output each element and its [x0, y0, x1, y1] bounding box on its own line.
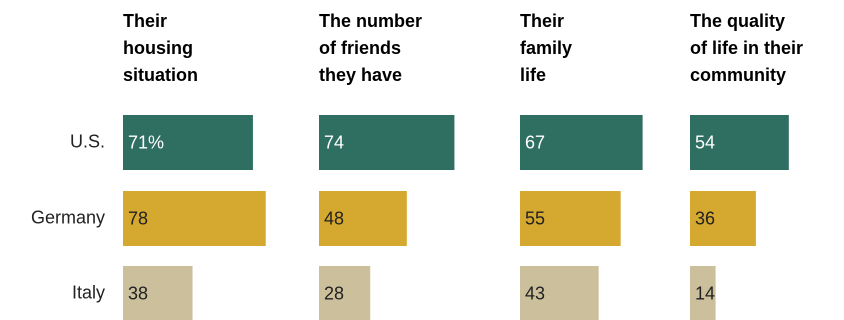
panel-title: they have — [319, 65, 402, 85]
bar — [123, 266, 193, 320]
value-label: 48 — [324, 208, 344, 228]
bar — [690, 115, 789, 170]
value-label: 78 — [128, 208, 148, 228]
bar — [319, 191, 407, 246]
bar — [319, 115, 455, 170]
bar — [123, 115, 253, 170]
panel-title: The number — [319, 11, 422, 31]
category-label: Germany — [31, 207, 105, 227]
panel-title: family — [520, 38, 572, 58]
panel-title: situation — [123, 65, 198, 85]
panel-title: housing — [123, 38, 193, 58]
value-label: 14 — [695, 283, 715, 303]
bar — [319, 266, 371, 320]
category-label: U.S. — [70, 131, 105, 151]
value-label: 67 — [525, 132, 545, 152]
bar — [520, 191, 621, 246]
panel-title: Their — [123, 11, 167, 31]
panel-title: Their — [520, 11, 564, 31]
panel-title: The quality — [690, 11, 785, 31]
value-label: 36 — [695, 208, 715, 228]
value-label: 54 — [695, 132, 715, 152]
bar — [690, 191, 756, 246]
bar — [520, 266, 599, 320]
bar — [123, 191, 266, 246]
panel-title: community — [690, 65, 786, 85]
value-label: 28 — [324, 283, 344, 303]
panel-title: life — [520, 65, 546, 85]
value-label: 43 — [525, 283, 545, 303]
category-label: Italy — [72, 282, 105, 302]
bar — [690, 266, 716, 320]
value-label: 74 — [324, 132, 344, 152]
bar — [520, 115, 643, 170]
panel-title: of friends — [319, 38, 401, 58]
value-label: 55 — [525, 208, 545, 228]
panel-title: of life in their — [690, 38, 803, 58]
value-label: 71% — [128, 132, 164, 152]
value-label: 38 — [128, 283, 148, 303]
